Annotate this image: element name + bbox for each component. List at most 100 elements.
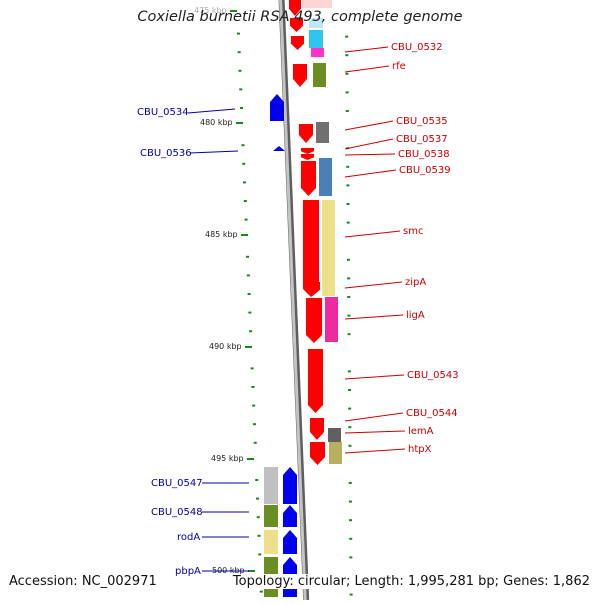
gene-leader-line [344,430,406,434]
tick-left [246,255,250,258]
cog-block [264,505,278,527]
reverse-gene-arrow [283,530,297,554]
tick-right [346,258,350,261]
tick-left [239,88,243,91]
tick-left [250,367,254,370]
cog-block [329,442,342,464]
tick-right [346,165,350,168]
gene-leader-line [344,374,405,380]
gene-leader-line [344,314,404,320]
gene-leader-line [187,108,236,114]
gene-leader-line [344,153,396,156]
forward-gene-arrow [310,442,325,465]
scale-tick-major [248,570,255,572]
gene-leader-line [344,412,404,422]
forward-gene-label: CBU_0539 [399,165,451,176]
forward-gene-label: CBU_0532 [391,42,443,53]
scale-label: 485 kbp [205,230,238,239]
reverse-gene-label: CBU_0547 [151,478,203,489]
forward-gene-label: CBU_0538 [398,149,450,160]
forward-gene-arrow [301,148,314,154]
forward-gene-label: CBU_0535 [396,116,448,127]
forward-gene-arrow [301,161,316,196]
topology-text: Topology: circular; Length: 1,995,281 bp… [228,574,590,589]
forward-gene-arrow [293,64,307,87]
gene-leader-line [344,65,390,73]
forward-gene-arrow [310,418,324,440]
forward-gene-arrow [306,298,322,343]
forward-gene-arrow [299,124,313,143]
scale-label: 475 kbp [194,6,227,15]
forward-gene-arrow [305,282,320,296]
scale-label: 495 kbp [211,454,244,463]
tick-right [347,370,351,373]
tick-right [346,203,350,205]
cog-block [325,297,338,342]
forward-gene-label: zipA [405,277,426,288]
cog-block [264,467,278,504]
map-title: Coxiella burnetii RSA 493, complete geno… [137,9,463,25]
backbone [279,0,307,601]
tick-left [238,69,242,72]
tick-right [345,72,349,75]
tick-left [251,386,255,388]
scale-tick-major [241,234,248,236]
tick-left [246,274,250,277]
forward-gene-label: CBU_0543 [407,370,459,381]
scale-tick-major [247,458,254,460]
tick-right [346,184,350,187]
accession-text: Accession: NC_002971 [9,574,161,589]
forward-gene-arrow [290,18,303,32]
tick-right [345,35,349,38]
reverse-gene-label: CBU_0534 [137,107,189,118]
tick-left [248,311,252,314]
forward-gene-label: smc [403,226,423,237]
tick-left [253,441,257,444]
tick-right [345,110,349,112]
tick-left [257,534,261,537]
tick-left [247,293,251,295]
tick-left [255,497,259,500]
gene-leader-line [344,138,394,150]
cog-block [328,428,341,442]
tick-right [347,277,351,280]
reverse-gene-label: pbpA [175,566,201,577]
cog-block [319,158,332,196]
cog-block [311,48,324,57]
scale-tick-major [236,122,243,124]
gene-leader-line [344,230,401,238]
reverse-gene-label: CBU_0536 [140,148,192,159]
tick-right [348,407,352,410]
cog-block [322,200,335,296]
tick-left [252,423,256,426]
gene-leader-line [344,169,397,178]
forward-gene-arrow [301,154,314,160]
reverse-gene-label: rodA [177,532,200,543]
reverse-gene-arrow [273,146,285,151]
tick-left [258,553,262,556]
tick-left [243,200,247,202]
tick-left [237,51,241,54]
tick-right [348,426,352,429]
tick-left [249,330,253,333]
cog-block [316,122,329,143]
tick-left [236,32,240,35]
forward-gene-label: rfe [392,61,406,72]
scale-label: 490 kbp [209,342,242,351]
tick-right [347,314,351,317]
tick-left [241,144,245,147]
reverse-gene-arrow [283,505,297,527]
reverse-gene-arrow [270,94,284,121]
tick-right [349,556,353,559]
gene-leader-line [344,46,389,53]
forward-gene-label: CBU_0544 [406,408,458,419]
tick-left [244,218,248,221]
forward-gene-arrow [289,0,301,16]
cog-block [309,30,323,48]
tick-right [347,333,351,336]
tick-right [348,500,352,503]
tick-left [256,516,260,519]
tick-right [346,221,350,224]
